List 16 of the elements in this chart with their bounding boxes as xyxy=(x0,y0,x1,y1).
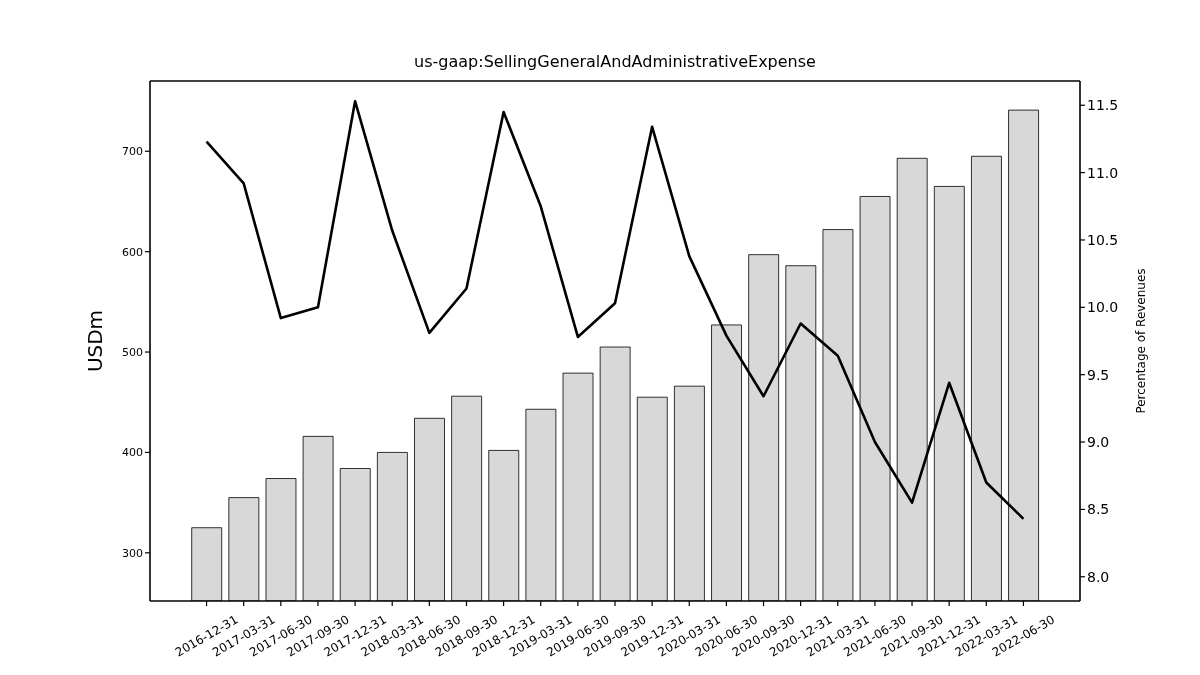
y2-tick-label: 11.0 xyxy=(1087,164,1119,181)
y2-tick-label: 10.0 xyxy=(1087,299,1119,316)
y-tick-label: 300 xyxy=(122,546,143,560)
y2-tick-label: 9.0 xyxy=(1087,434,1110,451)
y-axis-title: USDm xyxy=(83,309,107,373)
y2-tick-label: 10.5 xyxy=(1087,231,1119,248)
y-tick-label: 600 xyxy=(122,245,143,259)
y-tick-label: 400 xyxy=(122,446,143,460)
y2-tick-label: 8.0 xyxy=(1087,568,1110,585)
chart-title: us-gaap:SellingGeneralAndAdministrativeExpense xyxy=(413,52,817,72)
y2-tick-label: 9.5 xyxy=(1087,366,1110,383)
y-tick-label: 500 xyxy=(122,345,143,359)
y2-tick-label: 11.5 xyxy=(1087,97,1119,114)
y-tick-label: 700 xyxy=(122,145,143,159)
y2-tick-label: 8.5 xyxy=(1087,501,1110,518)
y2-axis-title: Percentage of Revenues xyxy=(1134,268,1148,414)
